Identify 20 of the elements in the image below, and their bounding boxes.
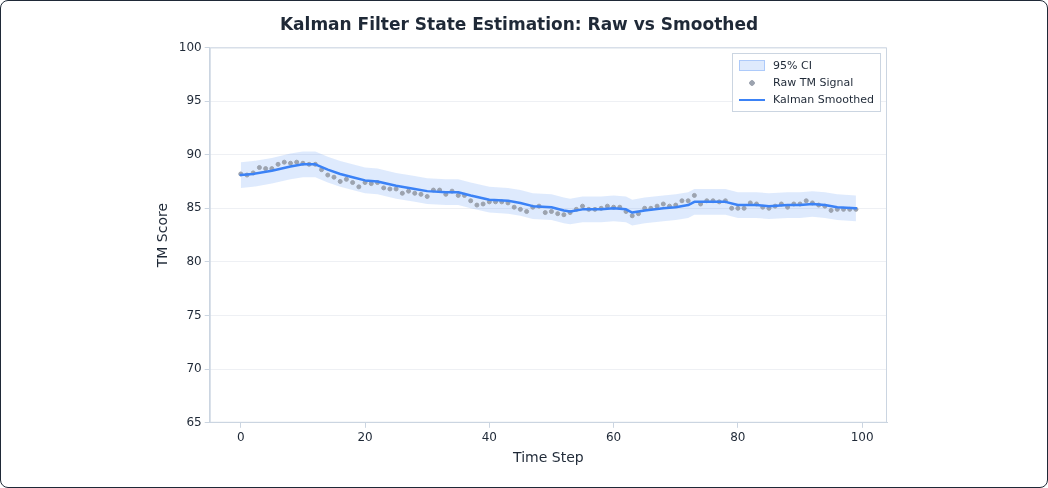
- x-tick-label: 80: [730, 430, 746, 445]
- y-tick-label: 95: [186, 93, 202, 108]
- y-tick-label: 80: [186, 254, 202, 269]
- y-tick-label: 75: [186, 307, 202, 322]
- x-axis-title: Time Step: [512, 449, 584, 466]
- x-tick-label: 60: [605, 430, 622, 445]
- chart-title: Kalman Filter State Estimation: Raw vs Smoothed: [279, 13, 759, 34]
- x-tick-label: 0: [236, 430, 245, 445]
- x-tick-label: 20: [357, 430, 373, 445]
- legend-label: Kalman Smoothed: [773, 92, 874, 109]
- y-tick-label: 70: [186, 361, 202, 376]
- x-tick-label: 100: [850, 430, 874, 445]
- y-tick-label: 100: [178, 39, 202, 54]
- y-axis-title: TM Score: [154, 202, 171, 269]
- y-tick-label: 65: [186, 414, 202, 429]
- y-tick-label: 90: [186, 146, 202, 161]
- x-tick-label: 40: [481, 430, 497, 445]
- y-tick-label: 85: [186, 200, 202, 215]
- annotation: 95% CI: [773, 58, 812, 75]
- legend-label: Raw TM Signal: [773, 75, 854, 92]
